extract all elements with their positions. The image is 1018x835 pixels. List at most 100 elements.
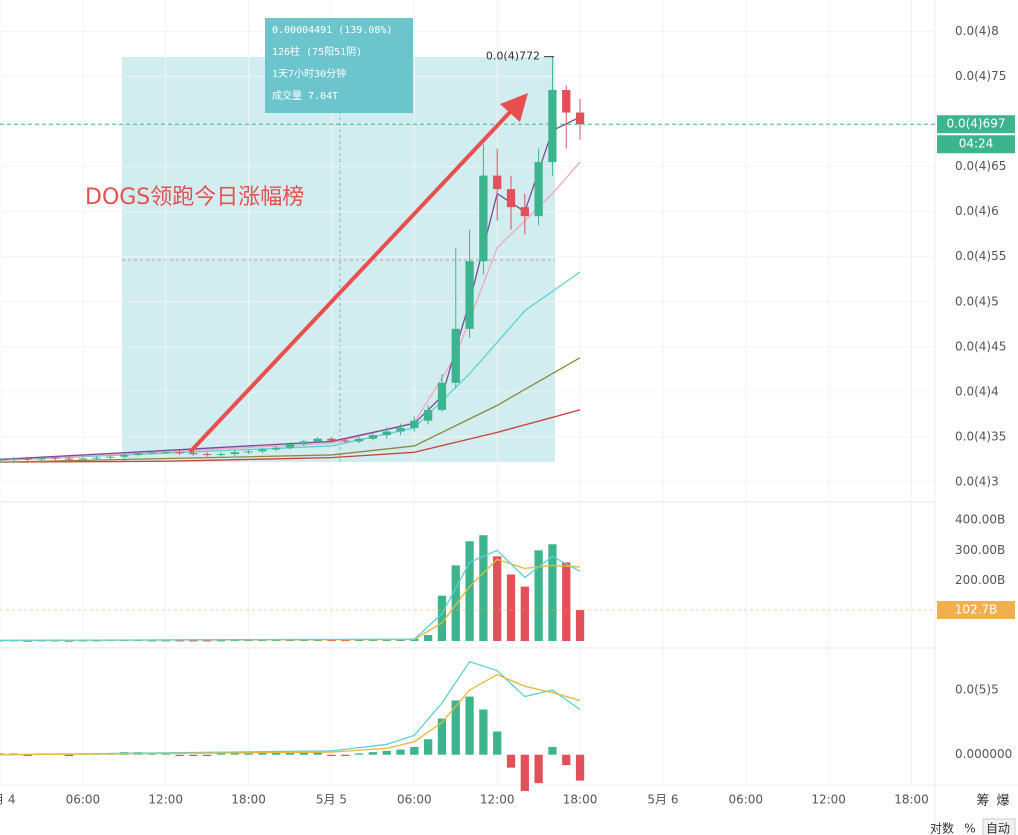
candle-body — [0, 459, 5, 461]
candle-body — [506, 189, 516, 208]
toolbar: 对数% 自动 筹爆 — [930, 793, 1016, 835]
bar — [64, 640, 74, 642]
bar — [313, 752, 322, 755]
candle-body — [64, 458, 74, 460]
bar — [396, 639, 405, 641]
candle-body — [562, 90, 571, 113]
measure-tooltip — [265, 18, 413, 113]
headline: DOGS领跑今日涨幅榜 — [85, 185, 304, 210]
candle-body — [423, 409, 433, 421]
bar — [493, 556, 502, 641]
moving-average — [0, 549, 581, 642]
x-tick-label: 18:00 — [894, 793, 929, 807]
bar — [258, 752, 267, 755]
y-tick-label: 0.0(4)3 — [955, 474, 999, 488]
bar — [230, 753, 239, 755]
x-tick-label: 12:00 — [148, 793, 183, 807]
bar — [520, 586, 529, 641]
candle-body — [216, 454, 226, 456]
bar — [465, 541, 474, 641]
toolbar-button[interactable]: % — [964, 822, 975, 835]
side-tool[interactable]: 爆 — [996, 794, 1009, 809]
bar — [147, 640, 157, 642]
x-tick-label: 06:00 — [66, 793, 101, 807]
bar — [341, 640, 350, 642]
bar — [451, 700, 460, 755]
y-tick-label: 400.00B — [955, 513, 1005, 527]
moving-average — [0, 673, 581, 756]
bar — [437, 595, 447, 641]
candle-body — [147, 452, 157, 454]
bar — [506, 754, 516, 768]
candle-body — [78, 458, 88, 460]
candle-body — [437, 382, 447, 410]
candle-body — [382, 431, 391, 436]
candle-body — [327, 438, 336, 441]
x-tick-label: 5月 6 — [647, 793, 678, 807]
candle-body — [9, 458, 18, 460]
y-tick-label: 0.0(4)5 — [955, 294, 999, 308]
x-tick-label: 06:00 — [728, 793, 763, 807]
price-tag-label: 0.0(4)697 — [947, 117, 1006, 131]
countdown-tag — [937, 135, 1015, 154]
bar — [258, 640, 267, 642]
bar — [285, 752, 295, 755]
bar — [548, 746, 557, 755]
countdown: 04:24 — [959, 137, 994, 151]
arrow — [188, 108, 514, 454]
x-tick-label: 18:00 — [563, 793, 598, 807]
y-tick-label: 0.0(5)5 — [955, 683, 999, 697]
bar — [534, 754, 543, 784]
candle-body — [479, 175, 488, 262]
measure-line: 0.00004491 (139.08%) — [272, 25, 392, 36]
bar — [299, 752, 308, 755]
bar — [423, 739, 433, 755]
x-tick-label: 5月 5 — [316, 793, 347, 807]
side-tool[interactable]: 筹 — [976, 793, 989, 809]
candle-body — [575, 112, 585, 125]
auto-button — [982, 818, 1016, 835]
bar — [562, 754, 571, 766]
y-tick-label: 0.0(4)75 — [955, 69, 1006, 83]
y-tick-label: 0.0(4)35 — [955, 429, 1006, 443]
bar — [216, 640, 226, 642]
candle-body — [189, 453, 198, 455]
bar — [341, 754, 350, 757]
candle-body — [203, 454, 212, 456]
y-tick-label: 300.00B — [955, 543, 1005, 557]
y-tick-label: 0.0(4)55 — [955, 249, 1006, 263]
candle-body — [368, 435, 378, 439]
x-tick-label: 18:00 — [231, 793, 266, 807]
x-tick-label: 5月 4 — [0, 793, 16, 807]
price-tag — [937, 115, 1015, 134]
y-tick-label: 0.0(4)45 — [955, 339, 1006, 353]
candle-body — [313, 438, 322, 442]
candle-body — [92, 457, 101, 459]
bar — [244, 640, 253, 642]
candle-body — [51, 457, 60, 459]
bar — [175, 754, 184, 757]
arrow-head — [500, 93, 528, 122]
volume-tag — [937, 600, 1015, 619]
bar — [534, 550, 543, 641]
bar — [299, 639, 308, 641]
bar — [354, 753, 364, 755]
bar — [479, 709, 488, 755]
toolbar-button[interactable]: 自动 — [986, 822, 1010, 835]
moving-average — [0, 409, 581, 463]
bar — [313, 639, 322, 641]
candle-body — [285, 444, 295, 448]
bar — [23, 754, 32, 757]
toolbar-button[interactable]: 对数 — [930, 821, 954, 835]
volume-tag-label: 102.7B — [955, 602, 998, 616]
bar — [64, 754, 74, 757]
candle-body — [396, 427, 405, 432]
bar — [203, 754, 212, 757]
bar — [272, 640, 281, 642]
candle-body — [120, 454, 129, 457]
candle-body — [410, 420, 419, 428]
candle-body — [548, 90, 557, 163]
bar — [506, 574, 516, 641]
candle-body — [258, 449, 267, 452]
bar — [203, 640, 212, 642]
